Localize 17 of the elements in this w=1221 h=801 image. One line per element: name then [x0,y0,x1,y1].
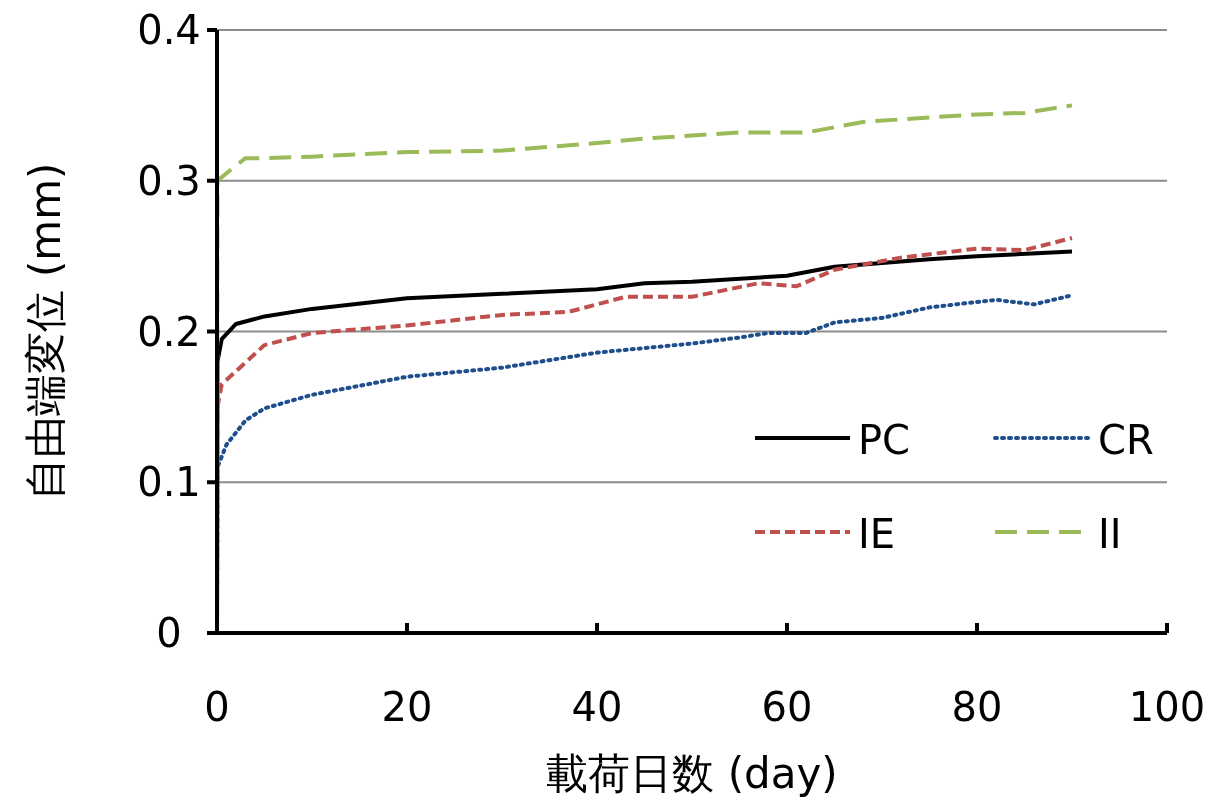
y-tick-label: 0.1 [137,459,201,506]
legend-label: CR [1098,417,1154,463]
x-axis-title: 載荷日数 (day) [546,749,838,798]
legend-label: PC [858,417,911,463]
legend-label: IE [858,511,896,557]
y-axis-title: 自由端変位 (mm) [21,162,70,501]
y-tick-label: 0.3 [137,157,201,204]
x-tick-label: 60 [761,684,813,730]
y-tick-label: 0.4 [137,7,201,53]
x-tick-label: 80 [951,684,1003,730]
x-tick-label: 0 [204,684,230,730]
y-tick-label: 0 [156,610,182,656]
x-tick-label: 40 [571,684,623,730]
y-tick-label: 0.2 [137,308,201,355]
x-tick-label: 100 [1128,684,1206,730]
x-tick-label: 20 [381,684,433,730]
legend-label: II [1098,511,1122,557]
